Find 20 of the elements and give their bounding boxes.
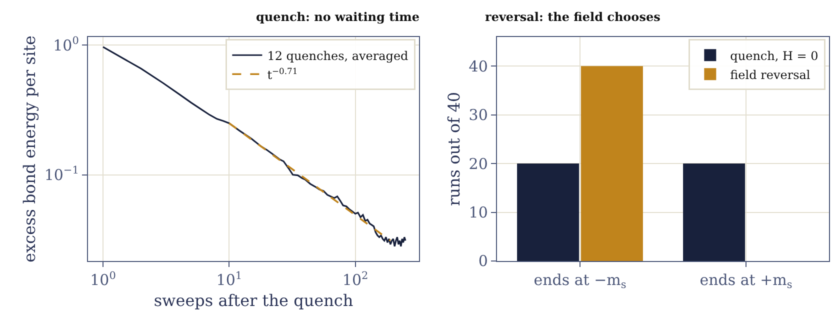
x-axis-title: sweeps after the quench: [154, 290, 354, 310]
y-tick-label: 30: [468, 106, 488, 124]
y-tick-label: 20: [468, 154, 488, 173]
x-tick-label: ends at +m$_{s}$: [700, 271, 792, 292]
chart-title: quench: no waiting time: [256, 10, 420, 24]
x-tick-label: 10$^{0}$: [90, 270, 116, 290]
legend-label: 12 quenches, averaged: [267, 48, 409, 63]
x-tick-label: ends at −m$_{s}$: [534, 271, 626, 292]
y-tick-label: 10: [468, 204, 488, 222]
y-axis-title: runs out of 40: [444, 92, 464, 206]
y-tick-label: 0: [478, 252, 488, 270]
legend-label: field reversal: [730, 68, 810, 82]
x-tick-label: 10$^{2}$: [342, 270, 368, 290]
y-tick-label: 10$^{−1}$: [44, 164, 79, 184]
y-axis-title: excess bond energy per site: [20, 35, 40, 262]
legend-label: t$^{−0.71}$: [267, 66, 298, 82]
x-tick-label: 10$^{1}$: [216, 270, 242, 290]
legend-label: quench, H = 0: [730, 48, 818, 63]
chart-title: reversal: the field chooses: [485, 10, 661, 24]
y-tick-label: 40: [468, 57, 488, 76]
